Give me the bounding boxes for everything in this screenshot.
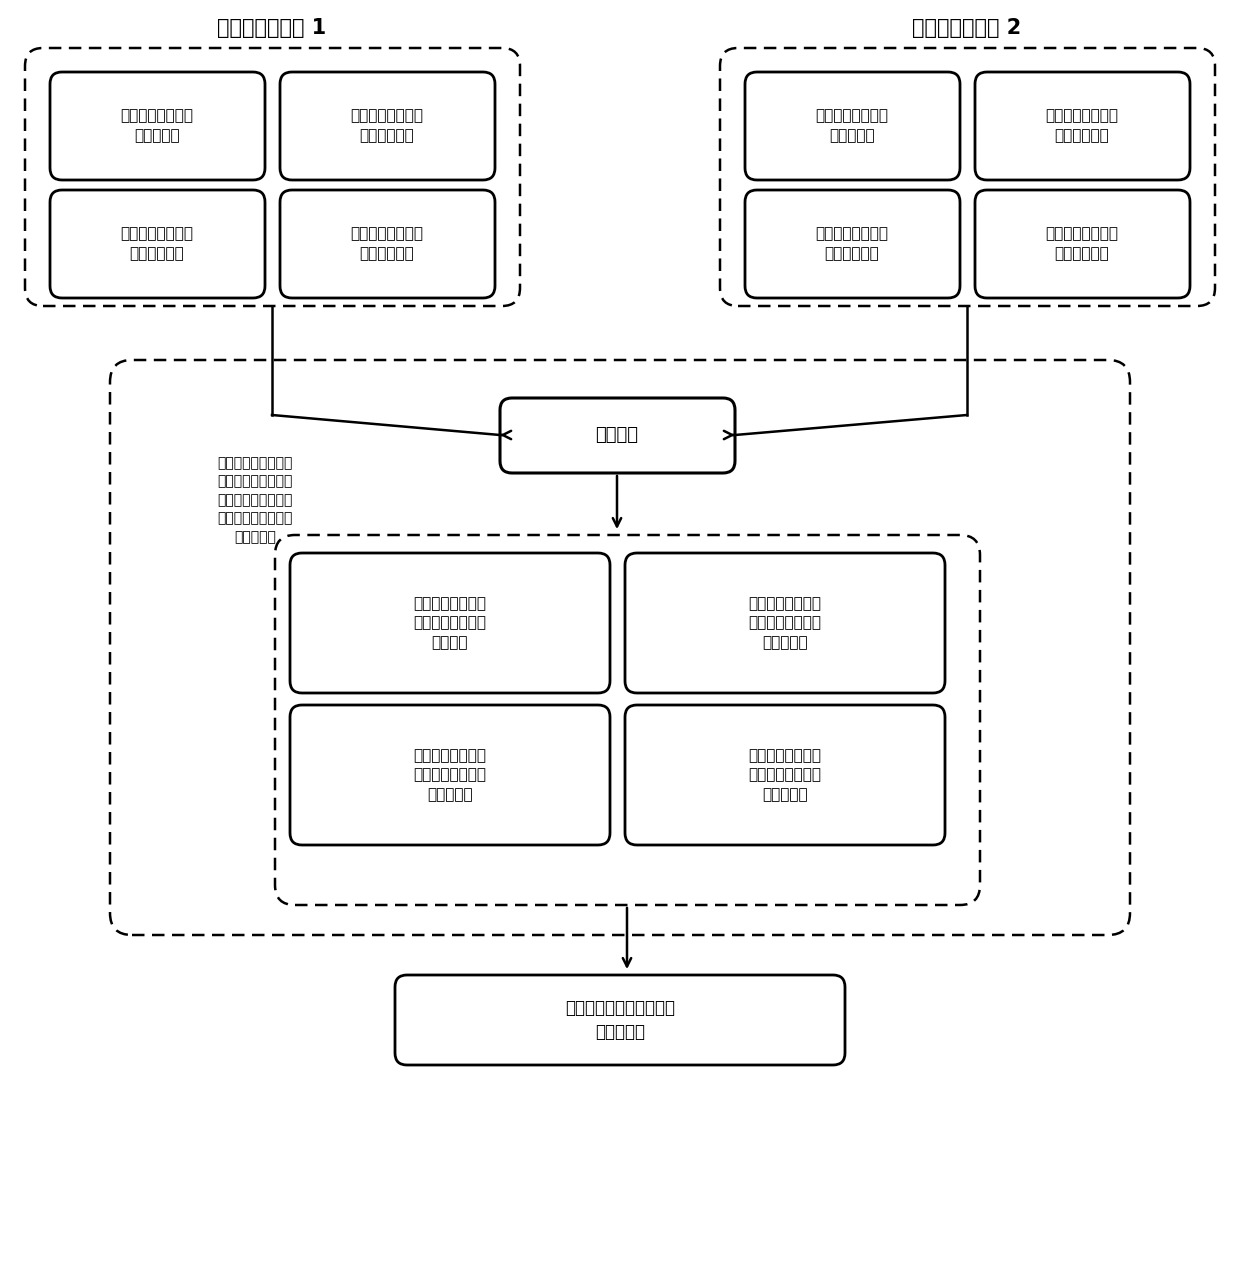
Text: 判断被跟踪的两个
目标的即时速度信
息是否一致: 判断被跟踪的两个 目标的即时速度信 息是否一致 [749,596,821,651]
FancyBboxPatch shape [25,48,520,306]
Text: 获取被跟踪目标的
即时速度信息: 获取被跟踪目标的 即时速度信息 [351,108,424,143]
FancyBboxPatch shape [275,535,980,905]
FancyBboxPatch shape [280,190,495,299]
FancyBboxPatch shape [396,975,844,1065]
FancyBboxPatch shape [280,71,495,180]
FancyBboxPatch shape [720,48,1215,306]
Text: 获取被跟踪目标的
运动方向信息: 获取被跟踪目标的 运动方向信息 [1045,227,1118,262]
Text: 获取被跟踪目标的
经纬度信息: 获取被跟踪目标的 经纬度信息 [816,108,889,143]
FancyBboxPatch shape [290,553,610,693]
Text: 数据交互与融合的发
起和判断以被跟踪目
标初进入雷达检测区
域所对应的数据分析
处理器为主: 数据交互与融合的发 起和判断以被跟踪目 标初进入雷达检测区 域所对应的数据分析 … [217,457,293,544]
Text: 获取被跟踪目标的
运动方向信息: 获取被跟踪目标的 运动方向信息 [351,227,424,262]
FancyBboxPatch shape [290,706,610,845]
Text: 雷达数据处理器 1: 雷达数据处理器 1 [217,18,326,38]
Text: 获取被跟踪目标的
所在车道信息: 获取被跟踪目标的 所在车道信息 [816,227,889,262]
Text: 判断被跟踪的两个
目标的所在车道信
息是否一致: 判断被跟踪的两个 目标的所在车道信 息是否一致 [413,748,486,803]
FancyBboxPatch shape [625,553,945,693]
Text: 判断被跟踪的两个
目标的经纬度信息
是否一致: 判断被跟踪的两个 目标的经纬度信息 是否一致 [413,596,486,651]
FancyBboxPatch shape [975,71,1190,180]
Text: 雷达数据处理器 2: 雷达数据处理器 2 [913,18,1022,38]
Text: 获取被跟踪目标的
所在车道信息: 获取被跟踪目标的 所在车道信息 [120,227,193,262]
FancyBboxPatch shape [110,360,1130,935]
Text: 数据交互: 数据交互 [595,426,639,444]
FancyBboxPatch shape [745,71,960,180]
Text: 判断被跟踪的两个
目标的运动方向信
息是否一致: 判断被跟踪的两个 目标的运动方向信 息是否一致 [749,748,821,803]
FancyBboxPatch shape [50,190,265,299]
FancyBboxPatch shape [975,190,1190,299]
FancyBboxPatch shape [500,398,735,473]
Text: 获取被跟踪目标的
经纬度信息: 获取被跟踪目标的 经纬度信息 [120,108,193,143]
Text: 获取被跟踪目标的
即时速度信息: 获取被跟踪目标的 即时速度信息 [1045,108,1118,143]
Text: 调用目标持续跟踪定位模
型以及算法: 调用目标持续跟踪定位模 型以及算法 [565,999,675,1041]
FancyBboxPatch shape [50,71,265,180]
FancyBboxPatch shape [625,706,945,845]
FancyBboxPatch shape [745,190,960,299]
